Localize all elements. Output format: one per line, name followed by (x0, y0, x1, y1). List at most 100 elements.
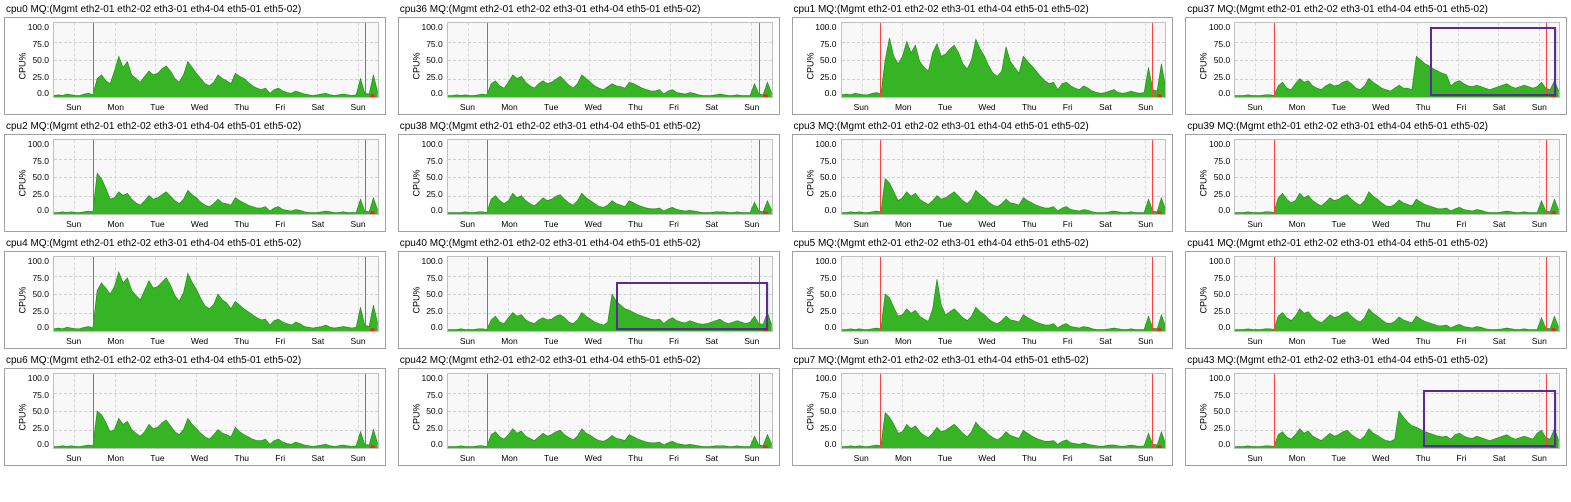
chart-container: CPU%100.075.050.025.00.0SunMonTueWedThuF… (4, 134, 386, 232)
end-marker-dot (1157, 445, 1162, 449)
x-tick-label: Tue (150, 219, 164, 229)
x-tick-label: Sat (1099, 336, 1112, 346)
x-tick-label: Fri (1457, 102, 1467, 112)
y-tick-label: 75.0 (1204, 39, 1230, 49)
x-tick-label: Sat (1099, 453, 1112, 463)
y-tick-label: 25.0 (1204, 423, 1230, 433)
y-ticks: 100.075.050.025.00.0 (417, 256, 443, 332)
x-tick-label: Thu (234, 219, 249, 229)
plot-area (53, 373, 379, 449)
panel-title: cpu7 MQ:(Mgmt eth2-01 eth2-02 eth3-01 et… (794, 355, 1174, 366)
end-marker-dot (763, 445, 768, 449)
marker-redline (1546, 257, 1547, 331)
marker-redline (487, 23, 488, 97)
x-tick-label: Mon (501, 336, 518, 346)
plot-area (447, 139, 773, 215)
area-chart (842, 23, 1166, 97)
y-ticks: 100.075.050.025.00.0 (417, 139, 443, 215)
area-fill (1235, 411, 1559, 448)
x-tick-label: Sun (854, 219, 869, 229)
marker-redline (365, 257, 366, 331)
chart-container: CPU%100.075.050.025.00.0SunMonTueWedThuF… (792, 251, 1174, 349)
x-tick-label: Mon (501, 219, 518, 229)
area-chart (54, 140, 378, 214)
x-tick-label: Sun (66, 102, 81, 112)
y-tick-label: 100.0 (1204, 373, 1230, 383)
x-tick-label: Sun (460, 453, 475, 463)
y-tick-label: 50.0 (417, 172, 443, 182)
x-ticks: SunMonTueWedThuFriSatSun (447, 100, 773, 114)
x-tick-label: Fri (275, 336, 285, 346)
y-tick-label: 75.0 (23, 273, 49, 283)
area-chart (1235, 140, 1559, 214)
area-fill (448, 429, 772, 448)
x-tick-label: Mon (1289, 219, 1306, 229)
y-tick-label: 75.0 (417, 39, 443, 49)
marker-redline (759, 257, 760, 331)
panel-title: cpu5 MQ:(Mgmt eth2-01 eth2-02 eth3-01 et… (794, 238, 1174, 249)
x-tick-label: Fri (1063, 102, 1073, 112)
y-tick-label: 0.0 (417, 88, 443, 98)
x-tick-label: Mon (1289, 336, 1306, 346)
x-tick-label: Fri (669, 336, 679, 346)
x-tick-label: Sun (460, 336, 475, 346)
x-tick-label: Sat (705, 219, 718, 229)
cpu-chart-panel-cpu38: cpu38 MQ:(Mgmt eth2-01 eth2-02 eth3-01 e… (398, 121, 780, 232)
x-tick-label: Thu (234, 102, 249, 112)
x-tick-label: Sun (1138, 102, 1153, 112)
area-chart (54, 23, 378, 97)
cpu-chart-panel-cpu36: cpu36 MQ:(Mgmt eth2-01 eth2-02 eth3-01 e… (398, 4, 780, 115)
chart-container: CPU%100.075.050.025.00.0SunMonTueWedThuF… (792, 368, 1174, 466)
panel-title: cpu0 MQ:(Mgmt eth2-01 eth2-02 eth3-01 et… (6, 4, 386, 15)
x-ticks: SunMonTueWedThuFriSatSun (841, 217, 1167, 231)
chart-container: CPU%100.075.050.025.00.0SunMonTueWedThuF… (398, 17, 780, 115)
x-tick-label: Thu (1416, 102, 1431, 112)
y-tick-label: 75.0 (417, 273, 443, 283)
y-tick-label: 75.0 (811, 390, 837, 400)
x-tick-label: Wed (978, 336, 995, 346)
chart-container: CPU%100.075.050.025.00.0SunMonTueWedThuF… (4, 368, 386, 466)
y-tick-label: 100.0 (417, 373, 443, 383)
x-tick-label: Sun (1247, 219, 1262, 229)
chart-container: CPU%100.075.050.025.00.0SunMonTueWedThuF… (398, 134, 780, 232)
x-tick-label: Mon (107, 453, 124, 463)
y-tick-label: 25.0 (23, 72, 49, 82)
x-tick-label: Sun (1247, 453, 1262, 463)
x-tick-label: Sat (1099, 102, 1112, 112)
chart-container: CPU%100.075.050.025.00.0SunMonTueWedThuF… (4, 17, 386, 115)
x-tick-label: Thu (628, 336, 643, 346)
x-tick-label: Sat (1493, 102, 1506, 112)
x-tick-label: Sun (1138, 453, 1153, 463)
x-tick-label: Tue (1332, 336, 1346, 346)
panel-title: cpu38 MQ:(Mgmt eth2-01 eth2-02 eth3-01 e… (400, 121, 780, 132)
x-tick-label: Tue (938, 336, 952, 346)
y-ticks: 100.075.050.025.00.0 (811, 373, 837, 449)
x-tick-label: Sun (66, 336, 81, 346)
x-tick-label: Wed (978, 219, 995, 229)
area-chart (842, 374, 1166, 448)
y-tick-label: 25.0 (1204, 72, 1230, 82)
cpu-chart-panel-cpu6: cpu6 MQ:(Mgmt eth2-01 eth2-02 eth3-01 et… (4, 355, 386, 466)
panel-title: cpu41 MQ:(Mgmt eth2-01 eth2-02 eth3-01 e… (1187, 238, 1567, 249)
marker-redline (487, 374, 488, 448)
x-tick-label: Sat (1493, 336, 1506, 346)
x-tick-label: Thu (1416, 453, 1431, 463)
x-tick-label: Fri (1063, 453, 1073, 463)
x-tick-label: Sat (311, 336, 324, 346)
y-tick-label: 0.0 (811, 88, 837, 98)
x-ticks: SunMonTueWedThuFriSatSun (841, 451, 1167, 465)
marker-redline (365, 374, 366, 448)
x-tick-label: Sat (1493, 219, 1506, 229)
x-tick-label: Sun (350, 453, 365, 463)
marker-redline (880, 140, 881, 214)
plot-area (53, 256, 379, 332)
x-tick-label: Sun (854, 453, 869, 463)
x-tick-label: Mon (895, 336, 912, 346)
x-tick-label: Tue (544, 336, 558, 346)
x-tick-label: Sun (66, 219, 81, 229)
chart-container: CPU%100.075.050.025.00.0SunMonTueWedThuF… (398, 368, 780, 466)
y-tick-label: 100.0 (1204, 256, 1230, 266)
x-tick-label: Sun (1532, 453, 1547, 463)
y-tick-label: 75.0 (1204, 390, 1230, 400)
y-ticks: 100.075.050.025.00.0 (811, 256, 837, 332)
